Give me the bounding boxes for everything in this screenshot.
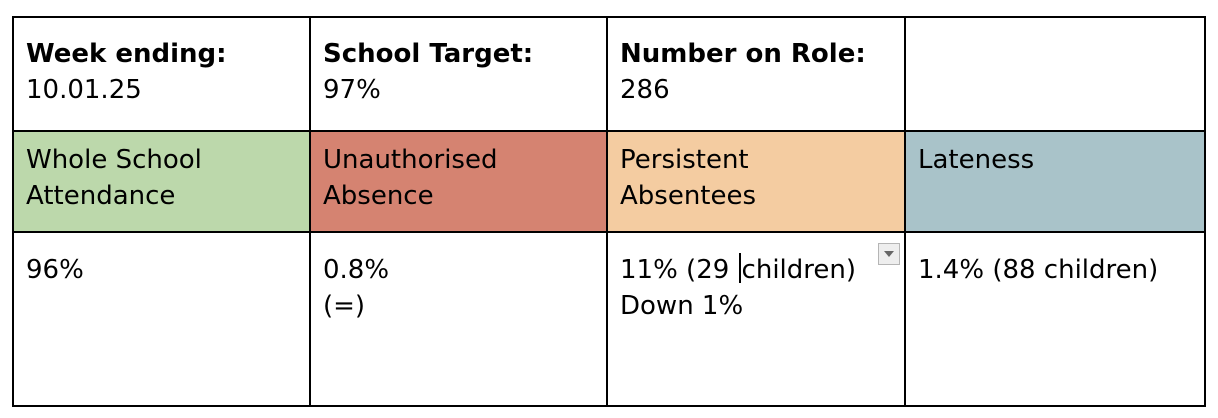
persistent-category-cell[interactable]: Persistent Absentees xyxy=(606,130,906,233)
persistent-value-line: 11% (29 children) xyxy=(620,252,892,288)
chevron-down-icon xyxy=(884,251,894,257)
lateness-value: 1.4% (88 children) xyxy=(918,255,1159,285)
text-cursor xyxy=(738,253,741,283)
table-row: Whole School Attendance Unauthorised Abs… xyxy=(12,130,1206,233)
unauthorised-category-line1: Unauthorised xyxy=(323,145,498,175)
number-on-role-value: 286 xyxy=(620,75,670,105)
table-row: Week ending: 10.01.25 School Target: 97%… xyxy=(12,16,1206,132)
unauthorised-value-cell[interactable]: 0.8% (=) xyxy=(309,231,608,407)
attendance-category-cell[interactable]: Whole School Attendance xyxy=(12,130,311,233)
persistent-category-line2: Absentees xyxy=(620,181,757,211)
attendance-value: 96% xyxy=(26,255,84,285)
attendance-table: Week ending: 10.01.25 School Target: 97%… xyxy=(12,16,1206,407)
lateness-category-cell[interactable]: Lateness xyxy=(904,130,1206,233)
unauthorised-category-line2: Absence xyxy=(323,181,434,211)
number-on-role-cell[interactable]: Number on Role: 286 xyxy=(606,16,906,132)
table-row: 96% 0.8% (=) 11% (29 children) Down 1% 1… xyxy=(12,231,1206,407)
persistent-value-part2: children) xyxy=(741,255,857,285)
attendance-value-cell[interactable]: 96% xyxy=(12,231,311,407)
number-on-role-label: Number on Role: xyxy=(620,39,866,69)
school-target-value: 97% xyxy=(323,75,381,105)
unauthorised-change: (=) xyxy=(323,291,366,321)
week-ending-label: Week ending: xyxy=(26,39,227,69)
week-ending-cell[interactable]: Week ending: 10.01.25 xyxy=(12,16,311,132)
attendance-category-line1: Whole School xyxy=(26,145,202,175)
attendance-category-line2: Attendance xyxy=(26,181,176,211)
lateness-value-cell[interactable]: 1.4% (88 children) xyxy=(904,231,1206,407)
school-target-cell[interactable]: School Target: 97% xyxy=(309,16,608,132)
school-target-label: School Target: xyxy=(323,39,534,69)
cell-dropdown-button[interactable] xyxy=(878,243,900,265)
unauthorised-value: 0.8% xyxy=(323,255,390,285)
persistent-category-line1: Persistent xyxy=(620,145,749,175)
week-ending-value: 10.01.25 xyxy=(26,75,142,105)
persistent-change: Down 1% xyxy=(620,291,744,321)
lateness-category-line1: Lateness xyxy=(918,145,1035,175)
persistent-value-cell[interactable]: 11% (29 children) Down 1% xyxy=(606,231,906,407)
persistent-value-part1: 11% (29 xyxy=(620,255,738,285)
empty-header-cell[interactable] xyxy=(904,16,1206,132)
unauthorised-category-cell[interactable]: Unauthorised Absence xyxy=(309,130,608,233)
